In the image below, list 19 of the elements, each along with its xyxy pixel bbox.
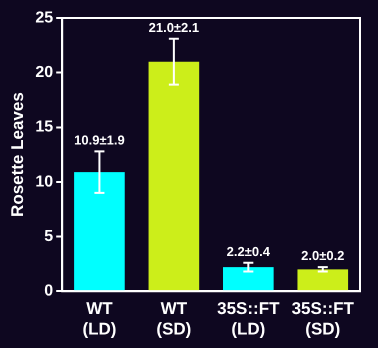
data-label: 2.0±0.2 [301,248,344,264]
x-tick-label: 35S::FT (SD) [292,299,355,338]
x-tick-label: WT (SD) [156,299,192,338]
data-label: 21.0±2.1 [148,20,200,35]
bar [297,269,348,290]
y-tick-label: 15 [35,118,54,136]
bar [148,62,200,290]
y-tick-label: 10 [35,173,54,190]
x-tick-label: 35S::FT (LD) [217,299,280,338]
y-tick-label: 20 [35,64,54,82]
y-tick-label: 5 [44,228,54,245]
bar [74,172,125,290]
data-label: 10.9±1.9 [74,132,125,148]
y-tick-label: 0 [44,282,54,300]
y-axis-title: Rosette Leaves [8,92,27,217]
x-tick-label: WT (LD) [82,299,116,338]
data-label: 2.2±0.4 [226,244,271,259]
bar [223,267,274,290]
y-tick-label: 25 [35,9,54,26]
